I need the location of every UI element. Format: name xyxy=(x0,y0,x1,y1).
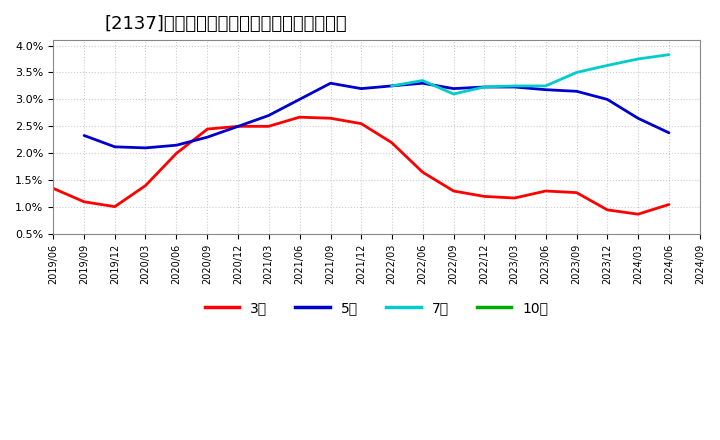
Legend: 3年, 5年, 7年, 10年: 3年, 5年, 7年, 10年 xyxy=(199,295,554,320)
Text: [2137]　経常利益マージンの標準偏差の推移: [2137] 経常利益マージンの標準偏差の推移 xyxy=(105,15,348,33)
